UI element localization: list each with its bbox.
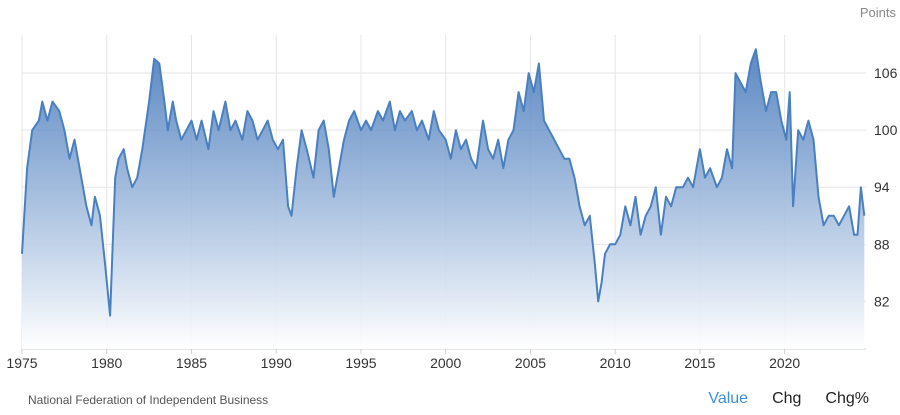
series-line[interactable] <box>21 48 866 317</box>
tab-chg-percent[interactable]: Chg% <box>825 390 869 407</box>
x-tick-label: 1995 <box>345 355 376 371</box>
x-tick-label: 2015 <box>684 355 715 371</box>
y-axis: 82 88 94 100 106 <box>874 65 898 309</box>
x-tick-label: 1990 <box>261 355 292 371</box>
y-axis-unit-label: Points <box>860 5 897 20</box>
y-tick-label: 82 <box>874 293 890 309</box>
x-axis: 1975 1980 1985 1990 1995 2000 2005 2010 2015 2020 <box>6 349 800 371</box>
series-area <box>22 49 865 350</box>
x-tick-label: 2020 <box>769 355 800 371</box>
x-tick-label: 2005 <box>515 355 546 371</box>
x-tick-label: 1975 <box>6 355 37 371</box>
x-tick-label: 2000 <box>430 355 461 371</box>
tab-value[interactable]: Value <box>708 390 749 407</box>
x-tick-label: 1980 <box>91 355 122 371</box>
y-tick-label: 100 <box>874 122 898 138</box>
y-tick-label: 88 <box>874 236 890 252</box>
x-tick-label: 1985 <box>176 355 207 371</box>
view-tabs: Value Chg Chg% <box>708 390 869 408</box>
x-tick-label: 2010 <box>600 355 631 371</box>
y-tick-label: 106 <box>874 65 898 81</box>
source-label: National Federation of Independent Busin… <box>28 393 269 407</box>
y-tick-label: 94 <box>874 179 890 195</box>
tab-chg[interactable]: Chg <box>772 390 802 407</box>
